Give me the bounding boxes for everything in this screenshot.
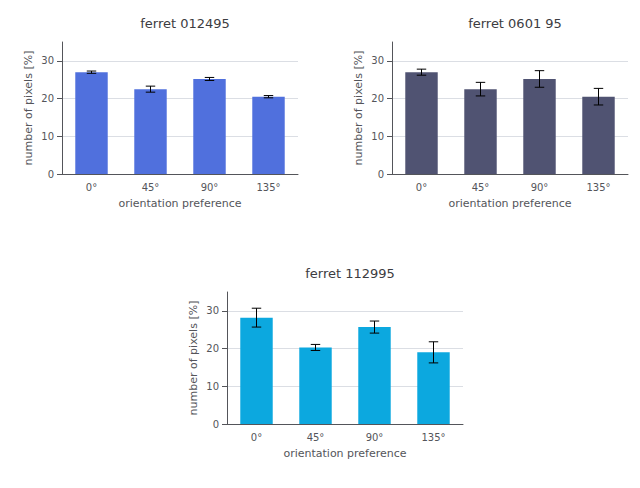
svg-text:10: 10 (206, 381, 219, 392)
svg-text:10: 10 (371, 131, 384, 142)
svg-text:0: 0 (213, 419, 219, 430)
svg-text:number of pixels [%]: number of pixels [%] (22, 51, 35, 166)
svg-text:30: 30 (41, 55, 54, 66)
svg-text:30: 30 (371, 55, 384, 66)
svg-text:90°: 90° (366, 432, 384, 443)
svg-text:ferret 012495: ferret 012495 (140, 16, 230, 31)
svg-text:30: 30 (206, 305, 219, 316)
svg-text:20: 20 (371, 93, 384, 104)
svg-text:orientation preference: orientation preference (118, 197, 241, 210)
svg-text:135°: 135° (586, 182, 610, 193)
svg-text:orientation preference: orientation preference (283, 447, 406, 460)
svg-text:ferret 112995: ferret 112995 (305, 266, 395, 281)
svg-text:0°: 0° (416, 182, 427, 193)
svg-text:90°: 90° (201, 182, 219, 193)
svg-text:135°: 135° (421, 432, 445, 443)
svg-text:135°: 135° (256, 182, 280, 193)
svg-text:0°: 0° (86, 182, 97, 193)
svg-text:90°: 90° (531, 182, 549, 193)
svg-text:orientation preference: orientation preference (448, 197, 571, 210)
svg-text:45°: 45° (307, 432, 325, 443)
svg-text:ferret 0601 95: ferret 0601 95 (468, 16, 562, 31)
svg-text:20: 20 (206, 343, 219, 354)
svg-text:45°: 45° (142, 182, 160, 193)
svg-text:10: 10 (41, 131, 54, 142)
svg-text:0°: 0° (251, 432, 262, 443)
svg-text:45°: 45° (472, 182, 490, 193)
svg-text:20: 20 (41, 93, 54, 104)
svg-text:number of pixels [%]: number of pixels [%] (187, 301, 200, 416)
svg-text:0: 0 (378, 169, 384, 180)
svg-text:0: 0 (48, 169, 54, 180)
svg-text:number of pixels [%]: number of pixels [%] (352, 51, 365, 166)
